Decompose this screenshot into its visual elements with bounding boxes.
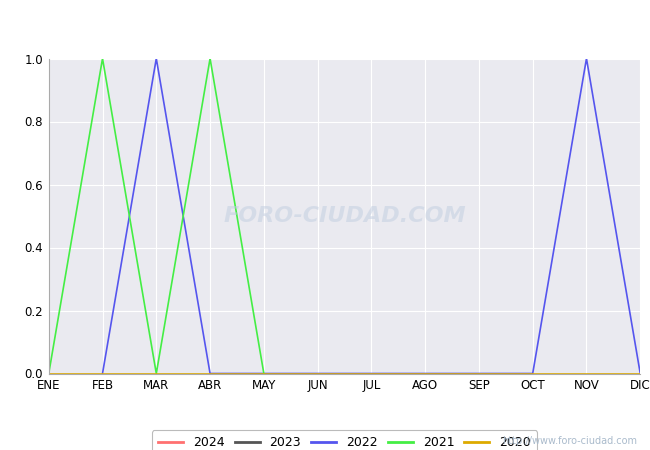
Text: FORO-CIUDAD.COM: FORO-CIUDAD.COM <box>223 206 466 226</box>
Text: http://www.foro-ciudad.com: http://www.foro-ciudad.com <box>502 436 637 446</box>
Legend: 2024, 2023, 2022, 2021, 2020: 2024, 2023, 2022, 2021, 2020 <box>151 430 538 450</box>
Text: Matriculaciones de Vehiculos en Narrillos del Rebollar: Matriculaciones de Vehiculos en Narrillo… <box>110 16 540 31</box>
